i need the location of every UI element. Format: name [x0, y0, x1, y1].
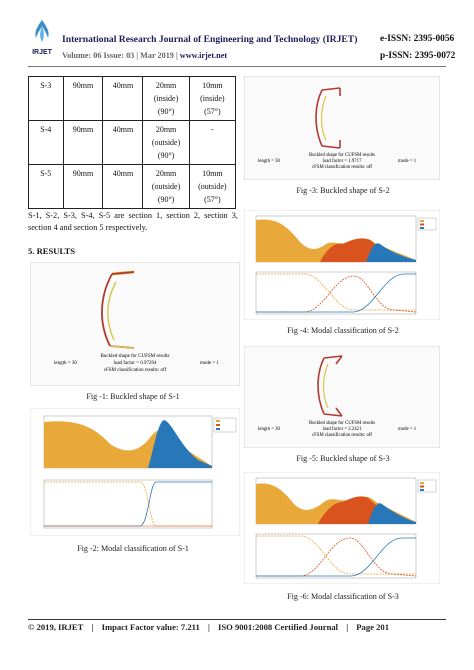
table-cell-line: (57°): [204, 107, 221, 116]
fig1-buckled-shape: Buckled shape for CUFSM results load fac…: [30, 262, 240, 386]
fig6-caption: Fig -6: Modal classification of S-3: [287, 592, 399, 601]
table-cell-line: (90°): [157, 107, 175, 116]
results-heading: 5. RESULTS: [28, 246, 75, 256]
table-cell: S-4: [28, 120, 64, 165]
table-cell-line: (90°): [157, 195, 175, 204]
footer-divider: [28, 619, 446, 620]
footer-iso: ISO 9001:2008 Certified Journal: [218, 622, 339, 632]
footer-sep-1: |: [91, 622, 94, 632]
fig2-modal-classification: [30, 408, 240, 536]
table-cell-line: (outside): [151, 182, 181, 191]
footer-sep-2: |: [207, 622, 210, 632]
fig1-classification: cFSM classification results: off: [104, 368, 167, 373]
fig1-length: length = 30: [54, 361, 77, 366]
fig3-title: Buckled shape for CUFSM results: [309, 153, 375, 158]
fig3-classification: cFSM classification results: off: [312, 165, 372, 170]
fig5-mode: mode = 1: [398, 427, 417, 432]
table-cell-line: 20mm: [155, 169, 177, 178]
table-cell-line: -: [211, 125, 214, 134]
table-cell: -: [188, 120, 237, 165]
separator: |: [175, 51, 180, 60]
table-cell: S-3: [28, 76, 64, 121]
fig2-local-area: [148, 420, 212, 468]
sections-sentence: S-1, S-2, S-3, S-4, S-5 are section 1, s…: [28, 211, 238, 232]
table-cell: 90mm: [62, 164, 104, 209]
fig5-classification: cFSM classification results: off: [312, 433, 372, 438]
fig3-mode: mode = 1: [398, 159, 417, 164]
fig1-title: Buckled shape for CUFSM results: [101, 354, 170, 359]
table-cell-line: (57°): [204, 195, 221, 204]
fig5-length: length = 30: [258, 427, 280, 432]
fig2-caption: Fig -2: Modal classification of S-1: [77, 544, 189, 553]
volume-text: Volume: 06 Issue: 03 | Mar 2019: [62, 51, 174, 60]
footer-sep-3: |: [346, 622, 349, 632]
fig5-caption: Fig -5: Buckled shape of S-3: [296, 454, 390, 463]
table-cell: 40mm: [102, 164, 144, 209]
fig1-caption: Fig -1: Buckled shape of S-1: [86, 392, 180, 401]
table-cell: 20mm (inside) (90°): [142, 76, 190, 121]
table-row: S-4 90mm 40mm 20mm (outside) (90°) -: [28, 120, 237, 165]
fig5-title: Buckled shape for CUFSM results: [309, 421, 375, 426]
table-cell: 10mm (outside) (57°): [188, 164, 237, 209]
page-footer: © 2019, IRJET | Impact Factor value: 7.2…: [28, 622, 446, 632]
table-cell-line: (inside): [200, 94, 225, 103]
fig1-load: load factor = 0.97294: [113, 361, 157, 366]
header-divider: [28, 66, 446, 67]
fig1-mode: mode = 1: [200, 361, 219, 366]
footer-page: Page 201: [356, 622, 389, 632]
e-issn: e-ISSN: 2395-0056: [380, 34, 455, 44]
table-cell: 40mm: [102, 76, 144, 121]
fig5-buckled-shape: Buckled shape for CUFSM results load fac…: [244, 346, 440, 448]
table-cell-line: (inside): [153, 94, 179, 103]
table-cell: 40mm: [102, 120, 144, 165]
table-cell-line: (outside): [198, 182, 227, 191]
table-row: S-3 90mm 40mm 20mm (inside) (90°) 10mm (inside)…: [28, 76, 237, 121]
table-cell-line: 10mm: [202, 81, 223, 90]
fig6-modal-classification: [244, 472, 440, 584]
p-issn: p-ISSN: 2395-0072: [380, 51, 456, 61]
table-cell-line: 10mm: [202, 169, 223, 178]
fig3-load: load factor = 1.9717: [323, 159, 363, 164]
fig4-caption: Fig -4: Modal classification of S-2: [287, 326, 399, 335]
table-row: S-5 90mm 40mm 20mm (outside) (90°) 10mm (outsid…: [28, 164, 237, 209]
table-cell: 20mm (outside) (90°): [142, 164, 190, 209]
fig5-load: load factor = 2.2421: [323, 427, 363, 432]
table-cell: 90mm: [62, 76, 104, 121]
section-dimensions-table: S-3 90mm 40mm 20mm (inside) (90°) 10mm (inside)…: [28, 76, 237, 209]
table-cell-line: 20mm: [155, 81, 177, 90]
table-cell-line: (90°): [157, 151, 175, 160]
svg-text:IRJET: IRJET: [32, 49, 53, 56]
fig3-length: length = 30: [258, 159, 280, 164]
table-cell-line: (outside): [151, 138, 181, 147]
footer-copyright: © 2019, IRJET: [28, 622, 84, 632]
volume-issue: Volume: 06 Issue: 03 | Mar 2019 | www.ir…: [62, 51, 227, 60]
footer-impact: Impact Factor value: 7.211: [101, 622, 200, 632]
journal-title: International Research Journal of Engine…: [62, 34, 358, 45]
irjet-logo: IRJET: [32, 20, 53, 56]
journal-url[interactable]: www.irjet.net: [179, 51, 228, 60]
table-cell-line: 20mm: [155, 125, 177, 134]
fig4-modal-classification: [244, 210, 440, 320]
table-cell: 90mm: [62, 120, 104, 165]
fig3-buckled-shape: Buckled shape for CUFSM results load fac…: [244, 76, 440, 180]
table-cell: 20mm (outside) (90°): [142, 120, 190, 165]
table-cell: S-5: [28, 164, 64, 209]
table-cell: 10mm (inside) (57°): [188, 76, 237, 121]
fig3-caption: Fig -3: Buckled shape of S-2: [296, 186, 390, 195]
